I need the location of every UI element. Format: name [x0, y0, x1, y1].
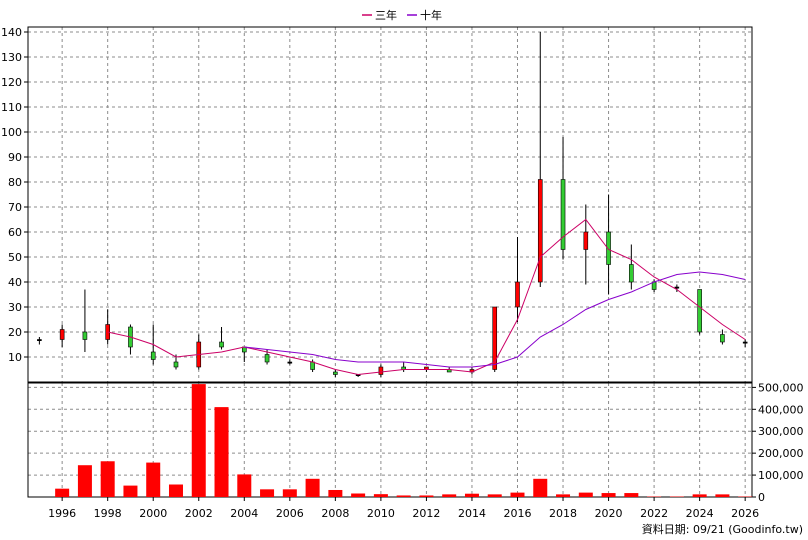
- candle-body-24: [583, 231, 589, 250]
- price-panel: 10 20 30 40 50 60 70 80 90 100 110 120 130 140: [1, 26, 753, 383]
- legend-label-1: 十年: [420, 8, 442, 22]
- x-tick-label-7: 2010: [367, 507, 395, 520]
- x-tick-label-6: 2008: [321, 507, 349, 520]
- candle-body-2: [82, 331, 88, 340]
- x-tick-label-9: 2014: [458, 507, 486, 520]
- x-tick-label-12: 2020: [595, 507, 623, 520]
- candle-body-0: [37, 339, 42, 342]
- volume-bar-29: [692, 494, 707, 497]
- price-ytick-label-10: 110: [1, 101, 22, 114]
- volume-bar-18: [442, 494, 457, 497]
- x-tick-label-3: 2002: [185, 507, 213, 520]
- volume-bar-7: [191, 384, 206, 497]
- candle-body-22: [537, 179, 543, 283]
- volume-bar-14: [351, 493, 366, 497]
- x-axis: 1996 1998 2000 2002 2004 2006 2008 2010 2012 2014…: [48, 497, 759, 520]
- volume-bar-23: [556, 494, 571, 497]
- candle-body-30: [720, 334, 725, 343]
- x-tick-label-8: 2012: [412, 507, 440, 520]
- volume-bar-1: [55, 488, 70, 497]
- volume-bar-12: [305, 478, 320, 497]
- volume-bar-16: [396, 495, 411, 497]
- volume-bar-24: [578, 492, 593, 497]
- x-tick-label-0: 1996: [48, 507, 76, 520]
- volume-bar-17: [419, 495, 434, 497]
- x-tick-label-13: 2022: [640, 507, 668, 520]
- candle-body-15: [378, 366, 384, 375]
- volume-bar-19: [464, 493, 479, 497]
- price-ytick-label-8: 90: [8, 151, 22, 164]
- candle-body-23: [560, 179, 566, 250]
- volume-bar-26: [624, 493, 639, 497]
- candle-body-5: [150, 351, 156, 360]
- series-line-0: [107, 218, 746, 376]
- candle-body-21: [515, 281, 520, 308]
- volume-bar-15: [373, 494, 388, 497]
- volume-bar-13: [328, 489, 343, 497]
- candle-body-26: [629, 264, 634, 283]
- x-tick-label-4: 2004: [230, 507, 258, 520]
- x-tick-label-11: 2018: [549, 507, 577, 520]
- volume-bar-30: [715, 494, 730, 497]
- x-tick-label-5: 2006: [276, 507, 304, 520]
- candle-body-31: [742, 341, 748, 344]
- volume-bar-8: [214, 407, 229, 497]
- x-tick-label-1: 1998: [94, 507, 122, 520]
- legend: 三年 十年: [362, 8, 442, 22]
- price-ytick-label-7: 80: [8, 176, 22, 189]
- volume-bar-10: [260, 489, 275, 497]
- price-ytick-label-2: 30: [8, 301, 22, 314]
- volume-bar-20: [487, 494, 502, 497]
- x-tick-label-2: 2000: [139, 507, 167, 520]
- volume-bar-11: [282, 489, 297, 497]
- candle-body-8: [219, 341, 224, 348]
- series-line-1: [244, 271, 746, 368]
- candle-body-25: [606, 231, 611, 265]
- price-ytick-label-9: 100: [1, 126, 22, 139]
- volume-panel: 0 100,000 200,000 300,000 400,000 500,000: [27, 381, 804, 504]
- price-ytick-label-4: 50: [8, 251, 22, 264]
- price-ytick-label-1: 20: [8, 326, 22, 339]
- candle-body-20: [492, 306, 498, 370]
- price-frame: [27, 26, 753, 383]
- volume-bar-3: [100, 461, 115, 497]
- candle-body-1: [59, 329, 65, 340]
- price-ytick-label-0: 10: [8, 351, 22, 364]
- volume-bar-6: [168, 484, 183, 497]
- legend-label-0: 三年: [375, 8, 397, 22]
- price-ytick-label-12: 130: [1, 51, 22, 64]
- volume-bar-2: [77, 465, 92, 497]
- candle-body-11: [287, 361, 293, 364]
- volume-bar-9: [237, 474, 252, 497]
- volume-frame: [27, 382, 753, 498]
- price-ytick-label-3: 40: [8, 276, 22, 289]
- volume-ytick-label-1: 100,000: [758, 469, 804, 482]
- volume-bar-4: [123, 485, 138, 497]
- x-tick-label-10: 2016: [503, 507, 531, 520]
- candle-body-28: [674, 286, 680, 289]
- volume-ytick-label-4: 400,000: [758, 403, 804, 416]
- price-ytick-label-13: 140: [1, 26, 22, 39]
- price-ytick-label-6: 70: [8, 201, 22, 214]
- volume-ytick-label-5: 500,000: [758, 381, 804, 394]
- candle-body-6: [173, 361, 179, 368]
- volume-bar-22: [533, 478, 548, 497]
- price-ytick-label-11: 120: [1, 76, 22, 89]
- x-tick-label-14: 2024: [686, 507, 714, 520]
- price-ytick-label-5: 60: [8, 226, 22, 239]
- volume-ytick-label-2: 200,000: [758, 447, 804, 460]
- data-date-note: 資料日期: 09/21 (Goodinfo.tw): [642, 522, 803, 536]
- volume-bar-21: [510, 492, 525, 497]
- volume-bar-25: [601, 493, 616, 497]
- x-tick-label-15: 2026: [731, 507, 759, 520]
- candle-body-13: [333, 371, 338, 375]
- volume-ytick-label-3: 300,000: [758, 425, 804, 438]
- volume-bar-5: [146, 462, 161, 497]
- candle-body-12: [310, 361, 315, 370]
- candle-body-29: [697, 289, 702, 333]
- volume-ytick-label-0: 0: [758, 491, 765, 504]
- candle-body-10: [264, 354, 270, 363]
